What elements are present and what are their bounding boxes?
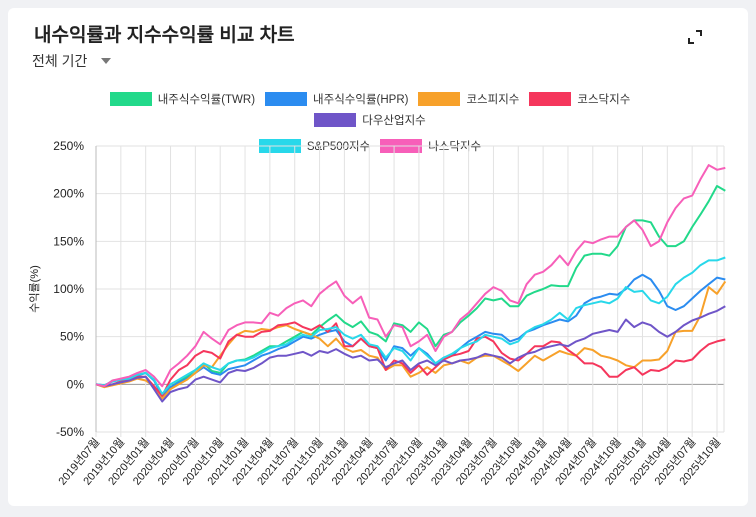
series-line <box>95 305 726 403</box>
legend-swatch <box>529 92 572 106</box>
legend-item[interactable]: 다우산업지수 <box>314 112 426 128</box>
legend-item[interactable]: 코스닥지수 <box>529 91 630 107</box>
legend-label: 코스피지수 <box>466 94 520 106</box>
chart-card <box>8 8 748 506</box>
legend-label: 다우산업지수 <box>362 115 426 127</box>
legend-swatch <box>109 92 152 106</box>
legend-item[interactable]: 내주식수익률(TWR) <box>109 91 256 107</box>
legend-label: 내주식수익률(TWR) <box>157 94 256 106</box>
series-line <box>95 256 726 395</box>
legend-item[interactable]: 내주식수익률(HPR) <box>265 91 408 107</box>
y-tick-label: 250% <box>53 139 84 153</box>
caret-down-icon <box>101 58 112 64</box>
legend-label: 내주식수익률(HPR) <box>313 94 409 106</box>
legend-item[interactable]: 코스피지수 <box>418 91 519 107</box>
legend-label: 나스닥지수 <box>428 141 482 153</box>
y-axis-label: 수익률(%) <box>28 265 41 312</box>
legend-label: S&P500지수 <box>306 141 371 153</box>
y-tick-label: 0% <box>67 377 85 391</box>
period-label: 전체 기간 <box>32 53 88 69</box>
legend-swatch <box>265 92 308 106</box>
legend-swatch <box>314 113 357 127</box>
y-tick-label: 200% <box>53 187 84 201</box>
period-dropdown[interactable]: 전체 기간 <box>32 51 112 71</box>
legend-swatch <box>418 92 461 106</box>
series-line <box>95 321 726 397</box>
y-tick-label: 150% <box>53 234 84 248</box>
legend-label: 코스닥지수 <box>577 94 631 106</box>
series-line <box>95 164 726 388</box>
page-title: 내수익률과 지수수익률 비교 차트 <box>34 25 295 46</box>
y-tick-label: 50% <box>60 330 84 344</box>
series-line <box>95 280 727 400</box>
expand-icon[interactable] <box>688 30 702 44</box>
y-tick-label: 100% <box>53 282 84 296</box>
y-tick-label: -50% <box>56 425 84 439</box>
